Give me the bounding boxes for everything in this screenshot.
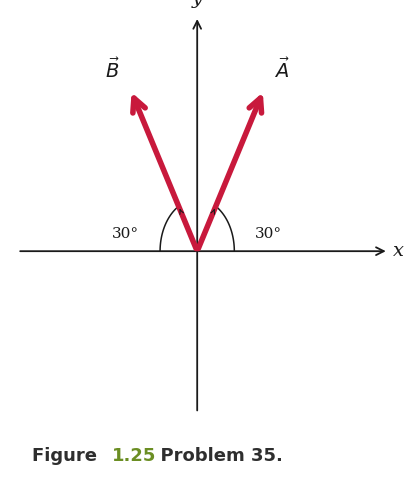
Text: 30°: 30° <box>255 227 281 242</box>
Text: x: x <box>392 242 403 260</box>
Text: Problem 35.: Problem 35. <box>148 447 282 465</box>
Text: $\vec{A}$: $\vec{A}$ <box>274 58 290 81</box>
Text: $\vec{B}$: $\vec{B}$ <box>105 58 120 81</box>
Text: Figure: Figure <box>32 447 103 465</box>
Text: 1.25: 1.25 <box>111 447 156 465</box>
Text: 30°: 30° <box>112 227 139 242</box>
Text: y: y <box>191 0 202 8</box>
